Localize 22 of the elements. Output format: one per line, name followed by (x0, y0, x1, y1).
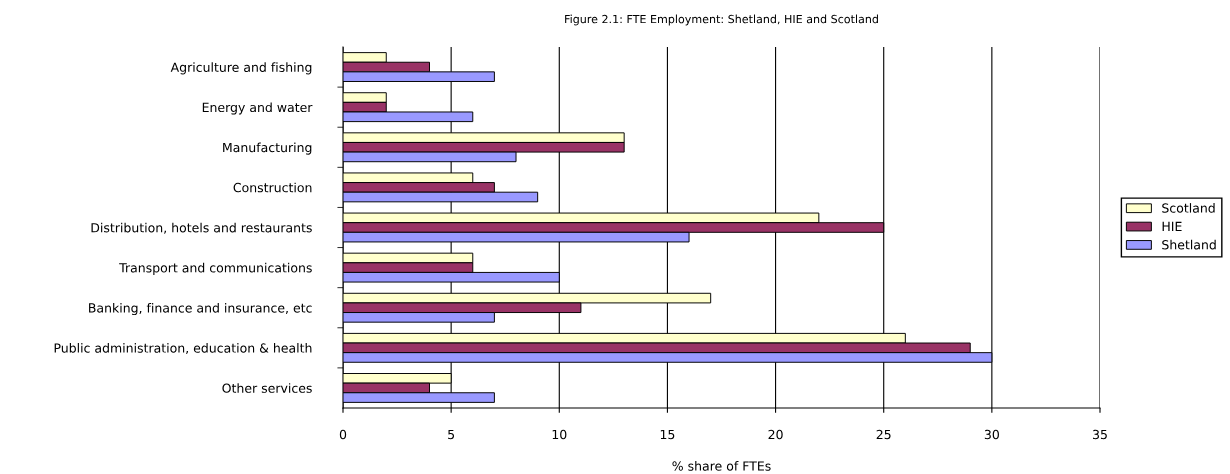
x-tick-label: 25 (876, 429, 891, 440)
x-tick-label: 20 (768, 429, 783, 440)
y-tick-label: Agriculture and fishing (170, 62, 312, 75)
x-tick-label: 10 (552, 429, 567, 440)
y-tick-label: Banking, finance and insurance, etc (89, 302, 312, 316)
y-tick-label: Public administration, education & health (54, 343, 312, 355)
y-tick-label: Transport and communications (119, 262, 312, 275)
x-tick-label: 5 (448, 429, 455, 440)
y-tick-label: Manufacturing (223, 142, 312, 155)
x-axis-title: % share of FTEs (672, 461, 771, 471)
x-tick-label: 0 (339, 429, 347, 440)
x-tick-label: 15 (660, 429, 675, 440)
y-tick-label: Distribution, hotels and restaurants (91, 222, 312, 234)
legend-label: HIE (1162, 221, 1182, 231)
y-tick-label: Construction (233, 182, 312, 193)
x-tick-label: 30 (984, 429, 999, 440)
legend-label: Scotland (1162, 203, 1215, 213)
y-tick-label: Other services (222, 383, 312, 393)
y-tick-label: Energy and water (202, 102, 313, 115)
x-tick-label: 35 (1093, 429, 1107, 440)
chart-title: Figure 2.1: FTE Employment: Shetland, HIE and Scotland (565, 14, 878, 26)
legend-label: Shetland (1162, 239, 1216, 250)
